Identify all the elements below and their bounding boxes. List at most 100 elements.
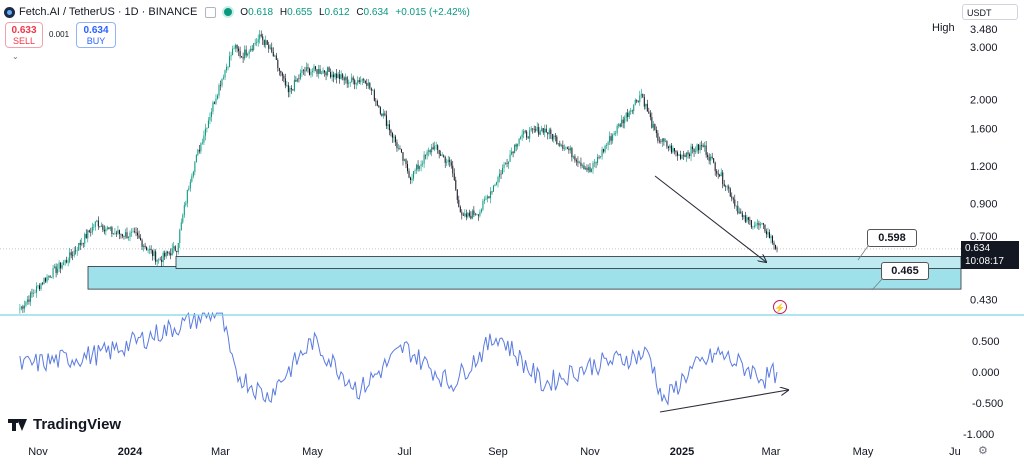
candle-body [554, 135, 556, 137]
candle-body [467, 212, 469, 218]
candle-body [120, 233, 122, 235]
candle-body [253, 43, 255, 50]
time-axis-tick: 2025 [670, 446, 694, 458]
candle-body [649, 113, 651, 118]
candle-body [140, 237, 142, 241]
candle-body [452, 165, 454, 174]
candle-body [598, 157, 600, 158]
candle-body [462, 214, 464, 216]
candle-body [388, 124, 390, 131]
zone-bottom-label[interactable]: 0.465 [881, 262, 929, 280]
candle-body [48, 275, 50, 277]
candle-body [627, 112, 629, 117]
candle-body [749, 219, 751, 221]
candle-body [112, 233, 114, 234]
candle-body [28, 299, 30, 302]
candle-body [170, 253, 172, 256]
candle-body [141, 240, 143, 247]
candle-body [655, 129, 657, 134]
candle-body [390, 130, 392, 134]
candle-body [446, 161, 448, 163]
candle-body [45, 278, 47, 282]
candle-body [129, 232, 131, 237]
flash-icon[interactable]: ⚡ [773, 300, 787, 314]
candle-body [274, 55, 276, 57]
candle-body [153, 251, 155, 257]
time-axis-tick: May [853, 446, 874, 458]
buy-button[interactable]: 0.634 BUY [76, 22, 116, 48]
candle-body [224, 70, 226, 78]
candle-body [771, 236, 774, 243]
candle-body [520, 137, 522, 139]
candle-body [238, 48, 240, 52]
candle-body [770, 236, 772, 239]
candle-body [509, 154, 511, 162]
tradingview-logo-icon [8, 418, 28, 431]
osc-axis-tick: 0.500 [972, 336, 1000, 348]
candle-body [195, 154, 197, 163]
candle-body [55, 266, 57, 273]
candle-body [752, 226, 754, 228]
last-price-value: 0.634 [965, 243, 991, 254]
price-axis-tick: 1.600 [970, 124, 998, 136]
candle-body [254, 43, 256, 44]
candle-body [99, 226, 101, 227]
candle-body [604, 145, 606, 152]
candle-body [185, 203, 187, 206]
symbol-title[interactable]: Fetch.AI / TetherUS · 1D · BINANCE [19, 6, 198, 18]
candle-body [262, 36, 264, 40]
candle-body [723, 183, 725, 187]
candle-body [616, 125, 618, 133]
time-axis-tick: May [302, 446, 323, 458]
currency-select[interactable]: USDT [962, 4, 1018, 20]
candle-body [372, 90, 374, 92]
candle-body [645, 103, 647, 107]
candle-body [615, 132, 617, 134]
candle-body [692, 146, 694, 150]
candle-body [774, 244, 777, 249]
candle-body [173, 246, 175, 249]
candle-body [29, 292, 31, 302]
chevron-down-icon[interactable]: ⌄ [12, 52, 19, 61]
candle-body [278, 67, 280, 71]
candle-body [35, 286, 38, 293]
market-status-icon[interactable] [224, 8, 233, 16]
sell-button[interactable]: 0.633 SELL [5, 22, 43, 48]
tradingview-logo[interactable]: TradingView [8, 416, 121, 433]
candle-body [393, 136, 395, 138]
gear-icon[interactable]: ⚙ [978, 445, 988, 457]
candle-body [242, 57, 244, 59]
candle-body [340, 74, 342, 79]
candle-body [201, 142, 203, 144]
candle-body [761, 223, 763, 225]
zone-top-label[interactable]: 0.598 [867, 229, 917, 247]
symbol-info-icon[interactable] [205, 6, 217, 18]
candle-body [514, 144, 516, 154]
candle-body [319, 69, 321, 74]
candle-body [414, 170, 416, 172]
candle-body [559, 143, 561, 146]
candle-body [592, 163, 594, 169]
candle-body [483, 199, 485, 201]
high-value: 0.655 [287, 6, 313, 18]
candle-body [494, 184, 496, 186]
candle-body [524, 131, 526, 132]
candle-body [714, 162, 716, 172]
candle-body [400, 149, 403, 153]
candle-body [369, 82, 371, 89]
candle-body [212, 102, 214, 112]
candle-body [634, 100, 636, 105]
candle-body [143, 245, 145, 247]
candle-body [54, 266, 56, 269]
candle-body [364, 80, 366, 84]
candle-body [221, 78, 223, 86]
candle-body [310, 71, 312, 75]
candle-body [313, 66, 315, 71]
candle-body [530, 128, 532, 131]
candle-body [658, 140, 660, 142]
candle-body [764, 224, 766, 232]
candle-body [32, 293, 35, 294]
candle-body [64, 260, 66, 263]
candle-body [453, 173, 455, 181]
candle-body [331, 74, 333, 78]
